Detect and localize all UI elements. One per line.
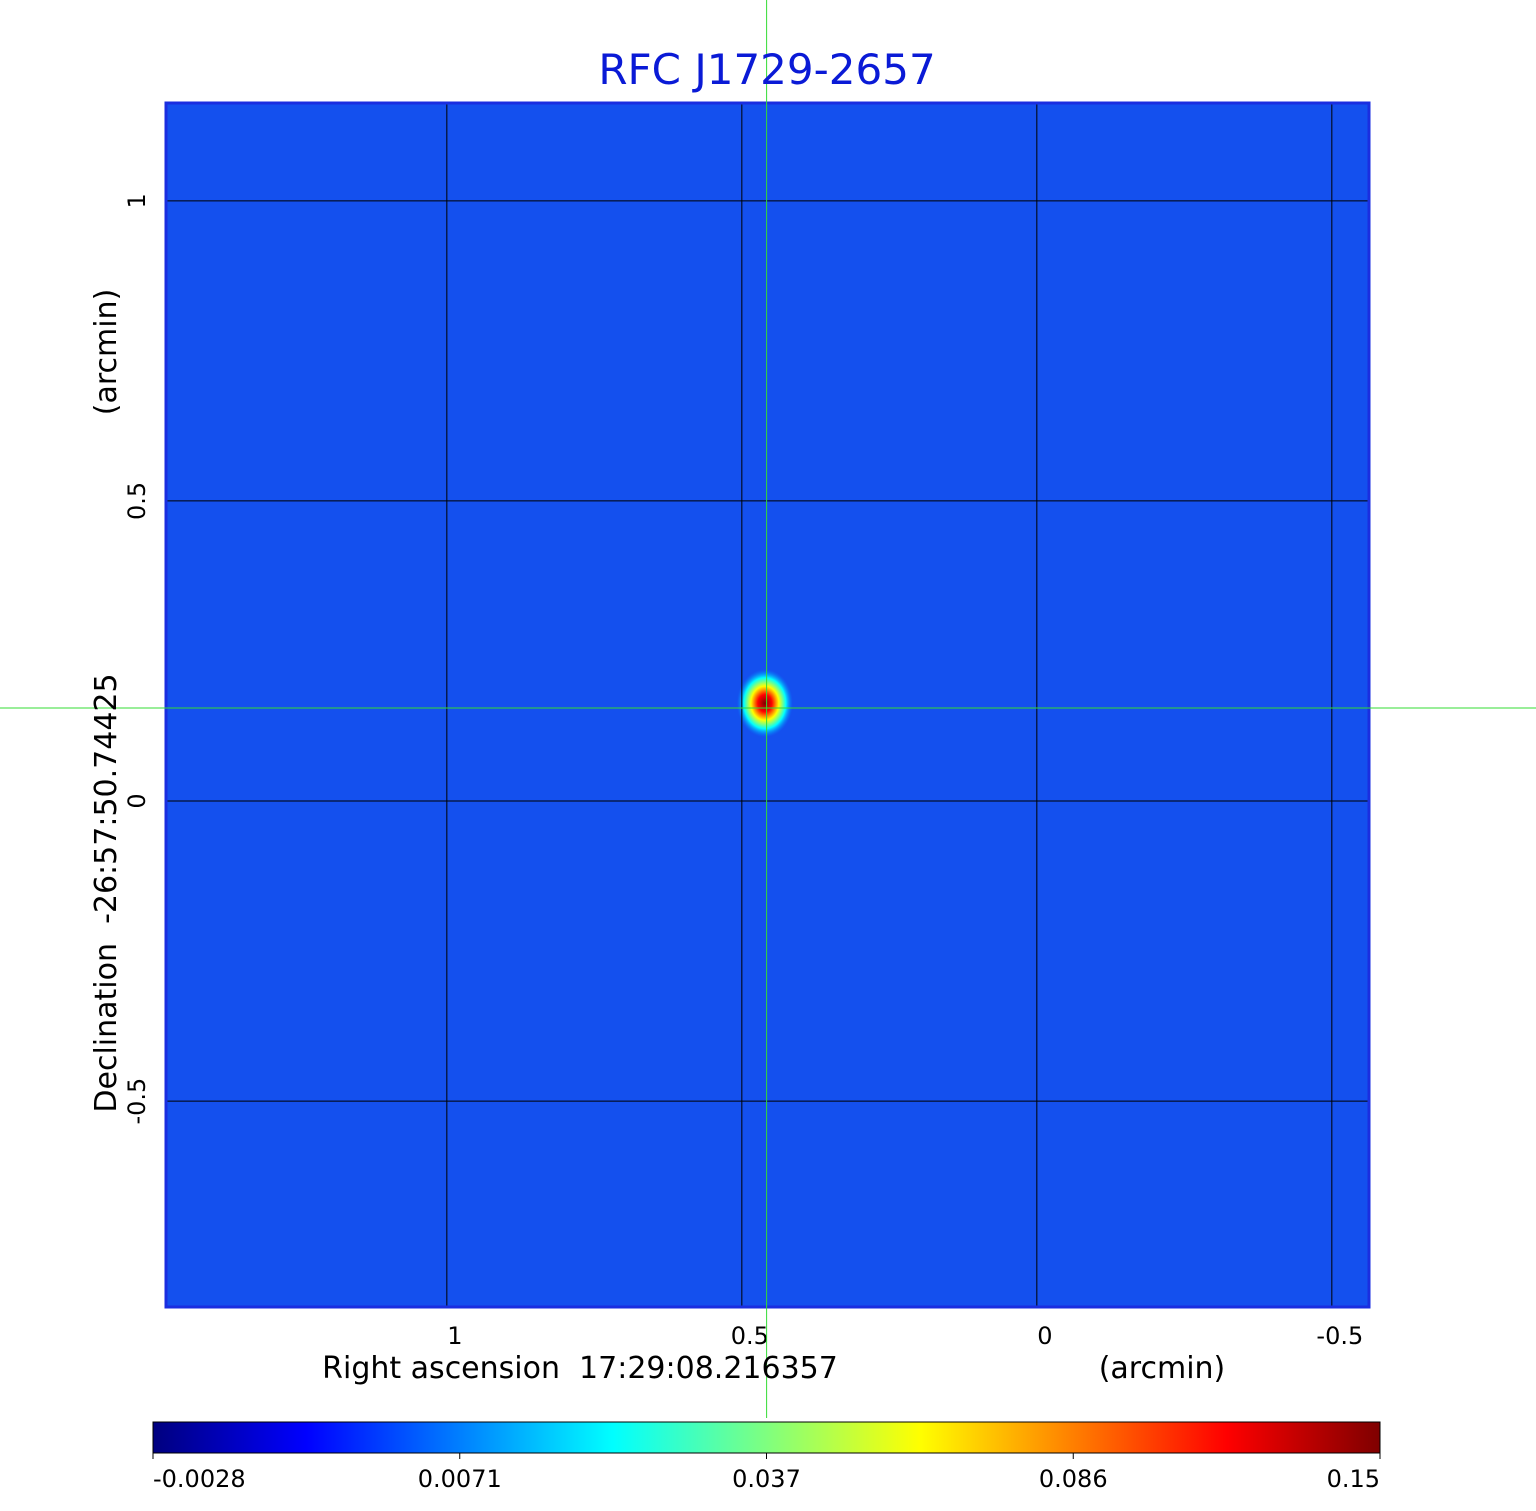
colorbar-tick-label: 0.086: [1039, 1465, 1108, 1493]
y-tick-label: 1: [123, 193, 151, 208]
x-tick-label: 0.5: [731, 1322, 769, 1350]
chart-title: RFC J1729-2657: [598, 45, 935, 94]
y-axis-unit: (arcmin): [89, 289, 124, 416]
y-tick-label: -0.5: [123, 1078, 151, 1125]
colorbar: [152, 1421, 1381, 1454]
y-tick-label: 0.5: [123, 482, 151, 520]
colorbar-tick-label: 0.0071: [418, 1465, 502, 1493]
y-tick-label: 0: [123, 793, 151, 808]
colorbar-tick-label: 0.037: [732, 1465, 801, 1493]
plot-frame: [164, 101, 1371, 1309]
x-axis-label: Right ascension 17:29:08.216357: [322, 1351, 838, 1386]
x-tick-label: 0: [1037, 1322, 1052, 1350]
x-tick-label: -0.5: [1316, 1322, 1363, 1350]
source-peak: [736, 669, 793, 738]
x-tick-label: 1: [447, 1322, 462, 1350]
x-axis-unit: (arcmin): [1099, 1351, 1226, 1386]
colorbar-tick-label: -0.0028: [153, 1465, 246, 1493]
colorbar-tick-label: 0.15: [1327, 1465, 1380, 1493]
y-axis-label: Declination -26:57:50.74425: [89, 673, 124, 1112]
